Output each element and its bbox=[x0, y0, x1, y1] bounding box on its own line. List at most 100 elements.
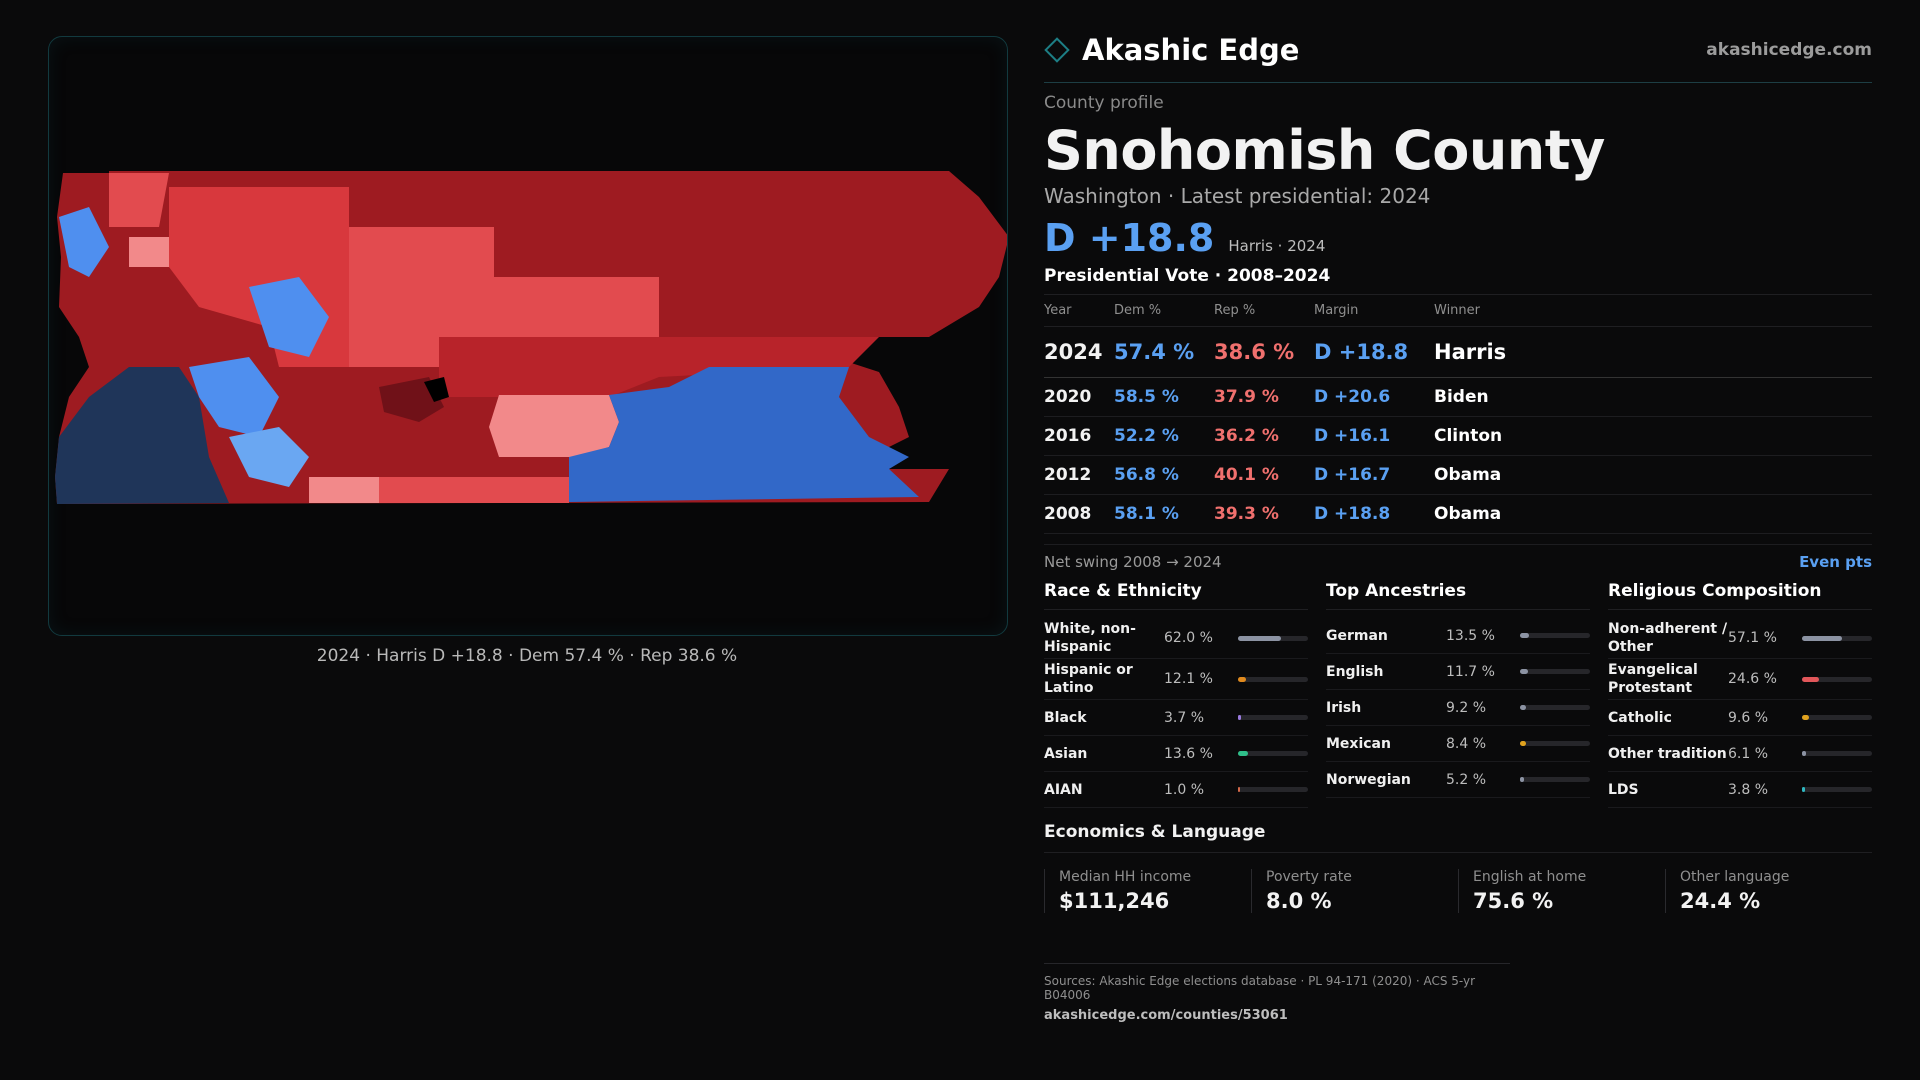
demo-row: Other tradition 6.1 % bbox=[1608, 736, 1872, 772]
demo-label: LDS bbox=[1608, 781, 1639, 798]
demo-bar-fill bbox=[1802, 715, 1809, 720]
demo-bar bbox=[1520, 633, 1590, 638]
table-row[interactable]: 2016 52.2 % 36.2 % D +16.1 Clinton bbox=[1044, 416, 1872, 456]
demo-bar-fill bbox=[1802, 635, 1842, 641]
table-row[interactable]: 2024 57.4 % 38.6 % D +18.8 Harris bbox=[1044, 326, 1872, 378]
demo-bar-fill bbox=[1238, 787, 1241, 792]
cell-winner: Harris bbox=[1434, 326, 1872, 378]
cell-margin: D +16.1 bbox=[1314, 416, 1434, 456]
demo-label: Irish bbox=[1326, 699, 1362, 716]
demo-label: Norwegian bbox=[1326, 771, 1411, 788]
econ-value: 8.0 % bbox=[1266, 889, 1332, 913]
table-row[interactable]: 2008 58.1 % 39.3 % D +18.8 Obama bbox=[1044, 494, 1872, 534]
profile-kicker: County profile bbox=[1044, 93, 1164, 113]
demo-label: English bbox=[1326, 663, 1384, 680]
col-margin: Margin bbox=[1314, 294, 1434, 327]
demo-row: LDS 3.8 % bbox=[1608, 772, 1872, 808]
cell-margin: D +18.8 bbox=[1314, 326, 1434, 378]
cell-margin: D +18.8 bbox=[1314, 494, 1434, 534]
demo-bar bbox=[1238, 751, 1308, 756]
map-patch-dark-2[interactable] bbox=[424, 377, 449, 402]
ancestry-title: Top Ancestries bbox=[1326, 581, 1590, 610]
col-winner: Winner bbox=[1434, 294, 1872, 327]
votes-title: Presidential Vote · 2008–2024 bbox=[1044, 266, 1331, 286]
header: Akashic Edge akashicedge.com bbox=[1044, 30, 1872, 83]
latest-margin-note: Harris · 2024 bbox=[1228, 237, 1326, 255]
demo-bar-fill bbox=[1238, 676, 1247, 682]
demo-bar bbox=[1238, 676, 1308, 682]
demo-bar bbox=[1520, 669, 1590, 674]
cell-winner: Obama bbox=[1434, 455, 1872, 495]
demo-value: 24.6 % bbox=[1728, 671, 1777, 687]
demo-label: White, non-Hispanic bbox=[1044, 621, 1136, 655]
demo-label: Asian bbox=[1044, 745, 1088, 762]
cell-dem: 58.1 % bbox=[1114, 494, 1214, 534]
demo-label: Other tradition bbox=[1608, 745, 1727, 762]
sources-link[interactable]: akashicedge.com/counties/53061 bbox=[1044, 1008, 1288, 1023]
race-list: White, non-Hispanic 62.0 % Hispanic or Lat… bbox=[1044, 618, 1308, 808]
map-patch-blue-3[interactable] bbox=[249, 277, 329, 357]
cell-dem: 52.2 % bbox=[1114, 416, 1214, 456]
econ-cell: Median HH income $111,246 bbox=[1044, 869, 1251, 913]
map-region-midband[interactable] bbox=[439, 337, 879, 397]
demo-value: 12.1 % bbox=[1164, 671, 1213, 687]
map-patch-blue-4[interactable] bbox=[229, 427, 309, 487]
demo-row: AIAN 1.0 % bbox=[1044, 772, 1308, 808]
map-patch-blue-1[interactable] bbox=[59, 207, 109, 277]
economics-grid: Median HH income $111,246 Poverty rate 8… bbox=[1044, 869, 1872, 913]
demo-row: English 11.7 % bbox=[1326, 654, 1590, 690]
demo-bar-fill bbox=[1520, 777, 1524, 782]
religion-list: Non-adherent / Other 57.1 % Evangelical Pr… bbox=[1608, 618, 1872, 808]
demo-row: Norwegian 5.2 % bbox=[1326, 762, 1590, 798]
demo-value: 13.5 % bbox=[1446, 627, 1495, 644]
demo-row: German 13.5 % bbox=[1326, 618, 1590, 654]
econ-label: Other language bbox=[1680, 869, 1790, 885]
demo-bar bbox=[1802, 676, 1872, 682]
net-swing-label: Net swing 2008 → 2024 bbox=[1044, 553, 1222, 571]
col-year: Year bbox=[1044, 294, 1114, 327]
map-region-southwest[interactable] bbox=[55, 367, 229, 504]
map-patch-blue-2[interactable] bbox=[189, 357, 279, 437]
demo-row: Black 3.7 % bbox=[1044, 700, 1308, 736]
map-region-east-blue[interactable] bbox=[569, 367, 919, 502]
cell-rep: 40.1 % bbox=[1214, 455, 1314, 495]
col-dem: Dem % bbox=[1114, 294, 1214, 327]
map-patch-upper-2[interactable] bbox=[129, 237, 169, 267]
profile-panel: Akashic Edge akashicedge.com County prof… bbox=[1044, 30, 1872, 1023]
site-link[interactable]: akashicedge.com bbox=[1706, 40, 1872, 60]
sources: Sources: Akashic Edge elections database… bbox=[1044, 963, 1510, 1023]
brand[interactable]: Akashic Edge bbox=[1044, 33, 1299, 67]
precinct-map-svg[interactable] bbox=[49, 37, 1007, 635]
demo-value: 3.7 % bbox=[1164, 709, 1205, 726]
precinct-map[interactable] bbox=[48, 36, 1008, 636]
demo-value: 9.6 % bbox=[1728, 709, 1769, 726]
brand-name: Akashic Edge bbox=[1082, 33, 1300, 67]
cell-dem: 57.4 % bbox=[1114, 326, 1214, 378]
demographics: Race & Ethnicity White, non-Hispanic 62.0… bbox=[1044, 581, 1872, 808]
demo-bar-fill bbox=[1802, 787, 1805, 792]
net-swing-value: Even pts bbox=[1799, 553, 1872, 571]
demo-bar bbox=[1238, 635, 1308, 641]
cell-year: 2012 bbox=[1044, 455, 1114, 495]
cell-winner: Obama bbox=[1434, 494, 1872, 534]
econ-cell: Poverty rate 8.0 % bbox=[1251, 869, 1458, 913]
table-row[interactable]: 2012 56.8 % 40.1 % D +16.7 Obama bbox=[1044, 455, 1872, 495]
demo-row: Irish 9.2 % bbox=[1326, 690, 1590, 726]
map-patch-upper-1[interactable] bbox=[109, 173, 169, 227]
demo-value: 3.8 % bbox=[1728, 781, 1769, 798]
map-region-central[interactable] bbox=[349, 227, 659, 367]
demo-row: White, non-Hispanic 62.0 % bbox=[1044, 618, 1308, 659]
cell-year: 2008 bbox=[1044, 494, 1114, 534]
demo-value: 57.1 % bbox=[1728, 630, 1777, 646]
diamond-logo-icon bbox=[1044, 37, 1070, 63]
cell-winner: Clinton bbox=[1434, 416, 1872, 456]
cell-year: 2016 bbox=[1044, 416, 1114, 456]
econ-value: 24.4 % bbox=[1680, 889, 1761, 913]
table-row[interactable]: 2020 58.5 % 37.9 % D +20.6 Biden bbox=[1044, 377, 1872, 417]
map-caption: 2024 · Harris D +18.8 · Dem 57.4 % · Rep… bbox=[316, 646, 738, 666]
demo-bar bbox=[1802, 635, 1872, 641]
cell-rep: 39.3 % bbox=[1214, 494, 1314, 534]
demo-row: Non-adherent / Other 57.1 % bbox=[1608, 618, 1872, 659]
map-region-pink[interactable] bbox=[489, 395, 619, 457]
map-patch-south-pink[interactable] bbox=[309, 477, 379, 503]
